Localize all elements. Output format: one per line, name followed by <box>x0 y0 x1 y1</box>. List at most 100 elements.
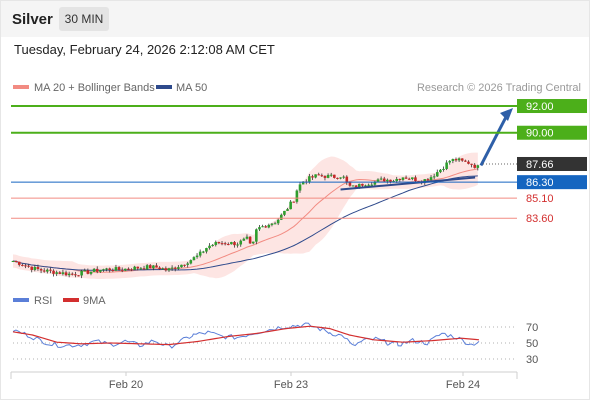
candle-body <box>230 242 233 245</box>
candle <box>52 269 55 277</box>
candle-body <box>283 210 286 215</box>
candle-body <box>186 263 190 265</box>
candle <box>398 178 402 182</box>
candle <box>242 237 246 241</box>
candle-body <box>192 257 196 261</box>
candle <box>70 272 74 276</box>
candle <box>120 267 124 273</box>
candle <box>201 250 205 254</box>
candle <box>161 267 165 270</box>
candle-body <box>89 271 93 274</box>
candle-body <box>467 161 470 164</box>
candle-body <box>276 219 280 224</box>
candle <box>142 265 146 270</box>
candle <box>279 213 283 221</box>
candle-body <box>105 268 108 270</box>
rsi-plot-area: 70 50 30 <box>12 322 538 366</box>
candle-body <box>386 179 389 182</box>
candle <box>323 175 327 181</box>
rsi-y-tick-label: 50 <box>526 338 538 350</box>
candle-body <box>448 161 452 163</box>
candle-body <box>148 265 152 269</box>
candle <box>230 241 233 245</box>
candle-body <box>27 265 30 267</box>
candle <box>326 173 330 179</box>
timeframe-button[interactable]: 30 MIN <box>59 7 109 31</box>
candle <box>473 163 477 169</box>
candle <box>273 221 277 225</box>
candle <box>336 177 339 180</box>
candle-body <box>398 179 402 181</box>
candle-body <box>464 160 467 162</box>
candle <box>342 175 345 179</box>
price-levels: 92.00 90.00 87.66 86.30 85.10 83.60 <box>11 99 587 225</box>
rsi-y-tick-label: 30 <box>526 354 538 366</box>
candle <box>320 173 324 178</box>
candle-body <box>286 209 289 211</box>
candle <box>30 266 34 273</box>
ma50-line <box>12 175 478 271</box>
candle-body <box>364 185 367 187</box>
instrument-title: Silver <box>12 11 53 28</box>
candle <box>258 224 261 231</box>
candle <box>74 271 77 278</box>
candle <box>283 210 286 217</box>
candle <box>470 163 473 168</box>
candle-body <box>11 261 15 263</box>
candle-body <box>173 267 177 269</box>
candle <box>401 177 405 182</box>
candle <box>61 269 65 276</box>
candle-body <box>239 240 243 245</box>
candle-body <box>245 236 249 239</box>
candle-body <box>64 272 68 276</box>
candle-body <box>451 159 455 162</box>
candle <box>192 256 196 261</box>
candle <box>148 264 152 269</box>
candle-body <box>127 268 130 270</box>
level-resistance-label-bg <box>517 125 587 140</box>
candle <box>298 181 302 193</box>
candle <box>55 270 58 277</box>
candle <box>267 223 271 229</box>
candle <box>255 228 258 245</box>
candle <box>33 265 37 272</box>
level-last-price-label-bg <box>517 156 587 171</box>
candle <box>333 174 336 179</box>
candle-body <box>80 270 83 276</box>
candle <box>67 271 71 278</box>
candle-body <box>211 244 214 246</box>
candle-body <box>401 177 405 180</box>
candle <box>49 267 52 274</box>
candle-body <box>58 272 62 274</box>
candle <box>214 240 218 247</box>
ma50-legend-label: MA 50 <box>176 82 207 94</box>
candle-body <box>373 181 377 185</box>
x-axis-tick-label: Feb 23 <box>274 379 308 391</box>
candle-body <box>70 273 74 275</box>
candle-body <box>329 174 333 176</box>
candle-body <box>460 158 464 161</box>
candle <box>14 260 18 263</box>
candle-body <box>233 242 236 246</box>
candle <box>173 266 177 272</box>
candle <box>27 264 30 268</box>
timestamp: Tuesday, February 24, 2026 2:12:08 AM CE… <box>14 42 275 57</box>
candle-body <box>155 265 158 268</box>
candle-body <box>223 243 227 245</box>
candle <box>86 268 90 275</box>
header-bar: Silver 30 MIN <box>1 1 589 37</box>
candle <box>248 236 252 244</box>
candle <box>105 267 108 272</box>
candle-body <box>164 268 168 271</box>
level-resistance-label: 92.00 <box>526 101 554 113</box>
candle-body <box>376 179 380 182</box>
candle <box>220 240 224 246</box>
candle <box>379 176 383 181</box>
candle-body <box>395 179 399 182</box>
candle <box>361 183 364 187</box>
candle-body <box>74 274 77 276</box>
candle <box>404 175 408 179</box>
candle-body <box>83 270 87 272</box>
candle-body <box>102 269 105 271</box>
